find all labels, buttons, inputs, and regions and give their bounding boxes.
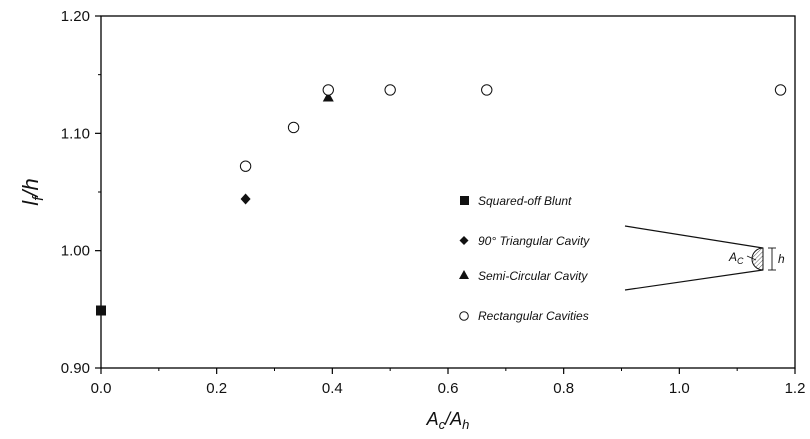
point-semi-circular-cavity [322,91,334,102]
y-axis-title-rest: /h [18,178,43,198]
y-tick-label: 1.20 [61,8,90,25]
legend-label-semi-circular-cavity: Semi-Circular Cavity [478,269,588,283]
x-axis-title-sub2: h [462,417,469,432]
inset-area-leader [746,255,757,261]
x-axis-title: Ac/Ah [426,409,470,432]
inset-area-label: AC [728,250,744,266]
y-axis-title-sub: f [30,195,47,201]
x-tick-label: 0.8 [553,380,574,397]
axis-tick-labels: 0.0 0.2 0.4 0.6 0.8 1.0 1.2 0.90 1.00 1.10 1.20 [61,8,806,397]
x-tick-label: 0.6 [438,380,459,397]
legend: Squared-off Blunt 90° Triangular Cavity … [459,194,590,323]
inset-upper-edge [624,225,764,249]
point-squared-off-blunt [96,305,106,316]
y-tick-label: 1.10 [61,125,90,142]
y-tick-label: 1.00 [61,243,90,260]
x-tick-label: 0.4 [322,380,343,397]
legend-label-triangular-cavity: 90° Triangular Cavity [478,234,590,248]
legend-marker-semi-circular-cavity [459,270,469,279]
plot-frame [100,15,796,369]
x-tick-label: 1.2 [785,380,806,397]
inset-area-label-main: A [728,250,737,264]
point-rectangular-cavities [481,84,493,96]
point-rectangular-cavities [287,121,300,134]
x-tick-label: 1.0 [669,380,690,397]
x-axis-title-sep: /A [443,409,462,429]
inset-cavity [751,247,764,271]
x-axis-title-main: A [426,409,439,429]
x-axis-title-sub1: c [439,417,446,432]
legend-marker-triangular-cavity [459,236,469,245]
point-triangular-cavity [240,193,251,205]
inset-area-label-sub: C [737,256,744,266]
legend-label-squared-off-blunt: Squared-off Blunt [478,194,572,208]
x-tick-label: 0.2 [206,380,227,397]
legend-marker-squared-off-blunt [460,196,469,205]
blunt-body-inset: AC h [624,225,785,291]
inset-lower-edge [624,269,764,291]
data-points [96,84,787,316]
x-tick-label: 0.0 [91,380,112,397]
y-axis-title: lf/h [18,178,47,205]
point-rectangular-cavities [774,84,787,96]
inset-height-label: h [778,252,785,266]
legend-label-rectangular-cavities: Rectangular Cavities [478,309,589,323]
legend-marker-rectangular-cavities [459,311,469,321]
y-tick-label: 0.90 [61,360,90,377]
y-axis-title-main: l [18,200,43,206]
point-rectangular-cavities [384,84,396,96]
point-rectangular-cavities [239,160,252,172]
axis-ticks [95,15,796,374]
point-rectangular-cavities [322,84,334,96]
